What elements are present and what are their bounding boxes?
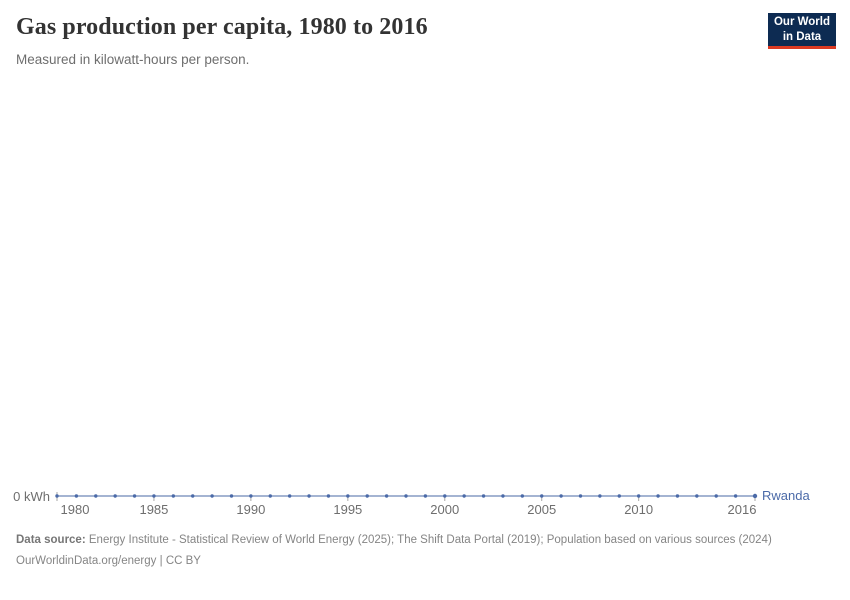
owid-logo-line2: in Data [782, 30, 822, 43]
data-source-line: Data source: Energy Institute - Statisti… [16, 532, 828, 548]
entity-label-rwanda[interactable]: Rwanda [762, 488, 810, 503]
data-point-2014[interactable] [714, 494, 718, 498]
cc-by-link[interactable]: CC BY [165, 555, 201, 567]
x-axis-tick-label: 1995 [333, 502, 363, 517]
data-point-2016[interactable] [752, 493, 758, 499]
data-point-2010[interactable] [636, 494, 641, 498]
data-point-1996[interactable] [365, 494, 369, 498]
data-point-1983[interactable] [113, 494, 117, 498]
data-point-1998[interactable] [404, 494, 408, 498]
data-source-label: Data source: [16, 534, 86, 546]
x-axis-tick-label: 1990 [236, 502, 266, 517]
data-point-2009[interactable] [617, 494, 621, 498]
x-axis-tick-label: 1985 [139, 502, 169, 517]
data-point-2000[interactable] [443, 494, 447, 498]
data-point-2006[interactable] [559, 494, 563, 498]
data-point-1992[interactable] [287, 494, 292, 498]
data-point-1989[interactable] [229, 494, 234, 498]
x-axis-tick-label: 2016 [727, 502, 757, 517]
data-point-1980[interactable] [55, 494, 59, 498]
data-point-1999[interactable] [423, 494, 428, 498]
chart-subtitle: Measured in kilowatt-hours per person. [16, 52, 250, 67]
data-point-2015[interactable] [733, 494, 738, 498]
y-axis-zero-label: 0 kWh [13, 489, 50, 504]
data-point-2007[interactable] [578, 494, 583, 498]
data-point-1981[interactable] [74, 494, 79, 498]
x-axis-tick-label: 2000 [430, 502, 460, 517]
chart-title: Gas production per capita, 1980 to 2016 [16, 14, 428, 40]
owid-url-link[interactable]: OurWorldinData.org/energy [16, 555, 157, 567]
data-point-1990[interactable] [249, 494, 253, 498]
data-point-2001[interactable] [462, 494, 466, 498]
x-axis-tick-label: 2010 [624, 502, 654, 517]
data-point-1993[interactable] [307, 494, 311, 498]
data-point-2005[interactable] [540, 494, 544, 498]
x-axis-tick-label: 1980 [60, 502, 90, 517]
data-point-2012[interactable] [675, 494, 680, 498]
data-point-2003[interactable] [501, 494, 505, 498]
data-point-1987[interactable] [191, 494, 195, 498]
data-point-1995[interactable] [346, 494, 350, 498]
data-point-1985[interactable] [152, 494, 156, 498]
data-point-2008[interactable] [598, 494, 602, 498]
data-point-1991[interactable] [268, 494, 272, 498]
chart-footer: Data source: Energy Institute - Statisti… [16, 532, 828, 569]
data-point-2004[interactable] [520, 494, 525, 498]
data-point-1994[interactable] [326, 494, 331, 498]
data-point-1982[interactable] [94, 494, 98, 498]
data-point-1986[interactable] [171, 494, 176, 498]
data-point-1997[interactable] [384, 494, 389, 498]
x-axis-tick-label: 2005 [527, 502, 557, 517]
owid-logo-line1: Our World [773, 16, 830, 29]
data-source-text: Energy Institute - Statistical Review of… [88, 534, 772, 546]
license-line: OurWorldinData.org/energy | CC BY [16, 553, 828, 569]
owid-logo[interactable]: Our World in Data [768, 13, 836, 49]
data-point-2013[interactable] [695, 494, 699, 498]
data-point-1984[interactable] [132, 494, 137, 498]
data-point-2011[interactable] [656, 494, 660, 498]
footer-divider: | [156, 555, 166, 567]
data-point-2002[interactable] [481, 494, 486, 498]
data-point-1988[interactable] [210, 494, 214, 498]
